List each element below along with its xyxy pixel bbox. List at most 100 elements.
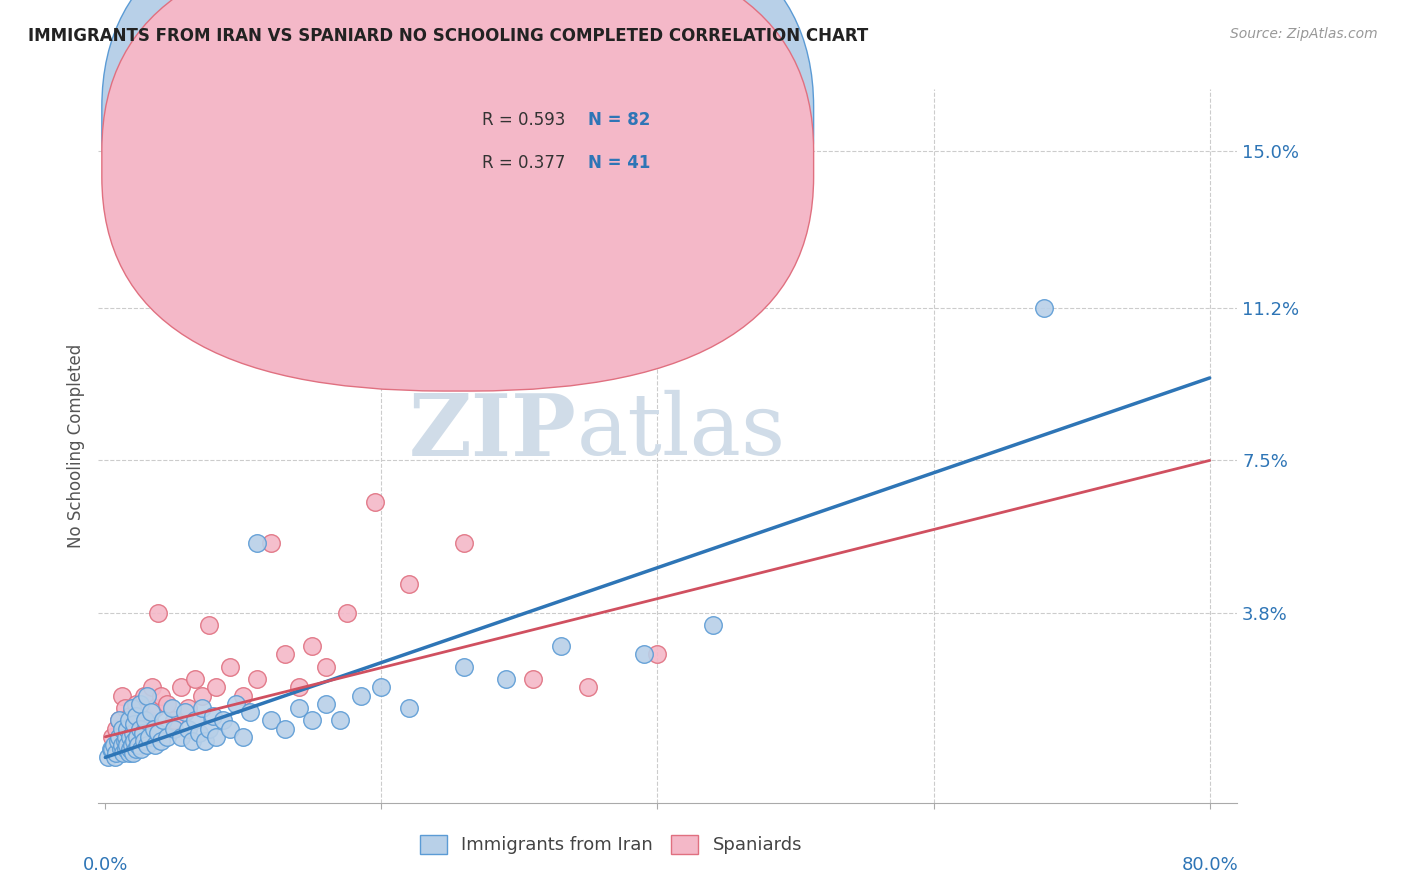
- Point: [274, 722, 297, 736]
- Point: [139, 705, 162, 719]
- Point: [100, 742, 122, 756]
- Point: [125, 730, 148, 744]
- Point: [329, 714, 352, 728]
- Point: [301, 639, 323, 653]
- Point: [232, 730, 254, 744]
- Point: [152, 714, 174, 728]
- Point: [191, 701, 214, 715]
- Point: [647, 648, 669, 662]
- Point: [633, 648, 655, 662]
- Point: [121, 738, 143, 752]
- Point: [550, 639, 572, 653]
- Point: [260, 536, 283, 550]
- Point: [111, 722, 134, 736]
- Point: [315, 697, 337, 711]
- Point: [132, 689, 155, 703]
- Point: [177, 722, 200, 736]
- Point: [239, 705, 262, 719]
- Point: [495, 672, 517, 686]
- Text: N = 82: N = 82: [588, 111, 651, 128]
- Point: [115, 742, 138, 756]
- Point: [128, 722, 150, 736]
- Point: [336, 606, 359, 620]
- Point: [191, 689, 214, 703]
- Point: [453, 659, 475, 673]
- Point: [184, 672, 207, 686]
- Point: [122, 725, 145, 739]
- Point: [287, 701, 309, 715]
- Point: [163, 722, 186, 736]
- Point: [124, 734, 146, 748]
- Point: [125, 742, 148, 756]
- Point: [315, 659, 337, 673]
- Point: [110, 742, 132, 756]
- Text: atlas: atlas: [576, 390, 786, 474]
- Point: [142, 722, 165, 736]
- Y-axis label: No Schooling Completed: No Schooling Completed: [66, 344, 84, 548]
- Point: [146, 606, 169, 620]
- Point: [398, 577, 420, 591]
- Point: [301, 714, 323, 728]
- Text: N = 41: N = 41: [588, 153, 651, 171]
- Point: [120, 742, 142, 756]
- Point: [120, 709, 142, 723]
- Point: [146, 725, 169, 739]
- Point: [149, 689, 172, 703]
- Point: [201, 709, 224, 723]
- Point: [138, 714, 160, 728]
- Point: [578, 681, 600, 695]
- Point: [135, 689, 157, 703]
- Point: [170, 681, 193, 695]
- Point: [118, 714, 141, 728]
- Point: [107, 734, 129, 748]
- Point: [1033, 301, 1056, 315]
- Point: [114, 734, 136, 748]
- Point: [122, 747, 145, 761]
- Point: [260, 714, 283, 728]
- Point: [350, 689, 373, 703]
- Point: [121, 701, 143, 715]
- Point: [118, 747, 141, 761]
- Point: [135, 738, 157, 752]
- Point: [370, 681, 392, 695]
- Point: [156, 730, 179, 744]
- Point: [211, 714, 233, 728]
- Point: [141, 681, 163, 695]
- Point: [156, 697, 179, 711]
- Point: [112, 747, 135, 761]
- Point: [160, 701, 183, 715]
- Point: [188, 725, 211, 739]
- Point: [103, 738, 125, 752]
- Point: [163, 714, 186, 728]
- Point: [108, 714, 131, 728]
- Point: [138, 730, 160, 744]
- Point: [177, 701, 200, 715]
- Point: [125, 697, 148, 711]
- Point: [232, 689, 254, 703]
- Text: Source: ZipAtlas.com: Source: ZipAtlas.com: [1230, 27, 1378, 41]
- FancyBboxPatch shape: [423, 86, 696, 203]
- Point: [131, 725, 153, 739]
- Point: [174, 705, 197, 719]
- Text: R = 0.377: R = 0.377: [482, 153, 565, 171]
- Point: [363, 494, 385, 508]
- Legend: Immigrants from Iran, Spaniards: Immigrants from Iran, Spaniards: [412, 828, 810, 862]
- Point: [170, 730, 193, 744]
- Point: [198, 618, 221, 632]
- Point: [398, 701, 420, 715]
- Text: 0.0%: 0.0%: [83, 856, 128, 874]
- Point: [287, 681, 309, 695]
- Point: [218, 659, 240, 673]
- Point: [135, 730, 157, 744]
- Point: [111, 689, 134, 703]
- Point: [125, 709, 148, 723]
- Point: [128, 697, 150, 711]
- FancyBboxPatch shape: [101, 0, 814, 391]
- Point: [274, 648, 297, 662]
- Point: [114, 701, 136, 715]
- Text: R = 0.593: R = 0.593: [482, 111, 565, 128]
- Point: [120, 730, 142, 744]
- Point: [198, 722, 221, 736]
- Point: [117, 738, 139, 752]
- Point: [124, 717, 146, 731]
